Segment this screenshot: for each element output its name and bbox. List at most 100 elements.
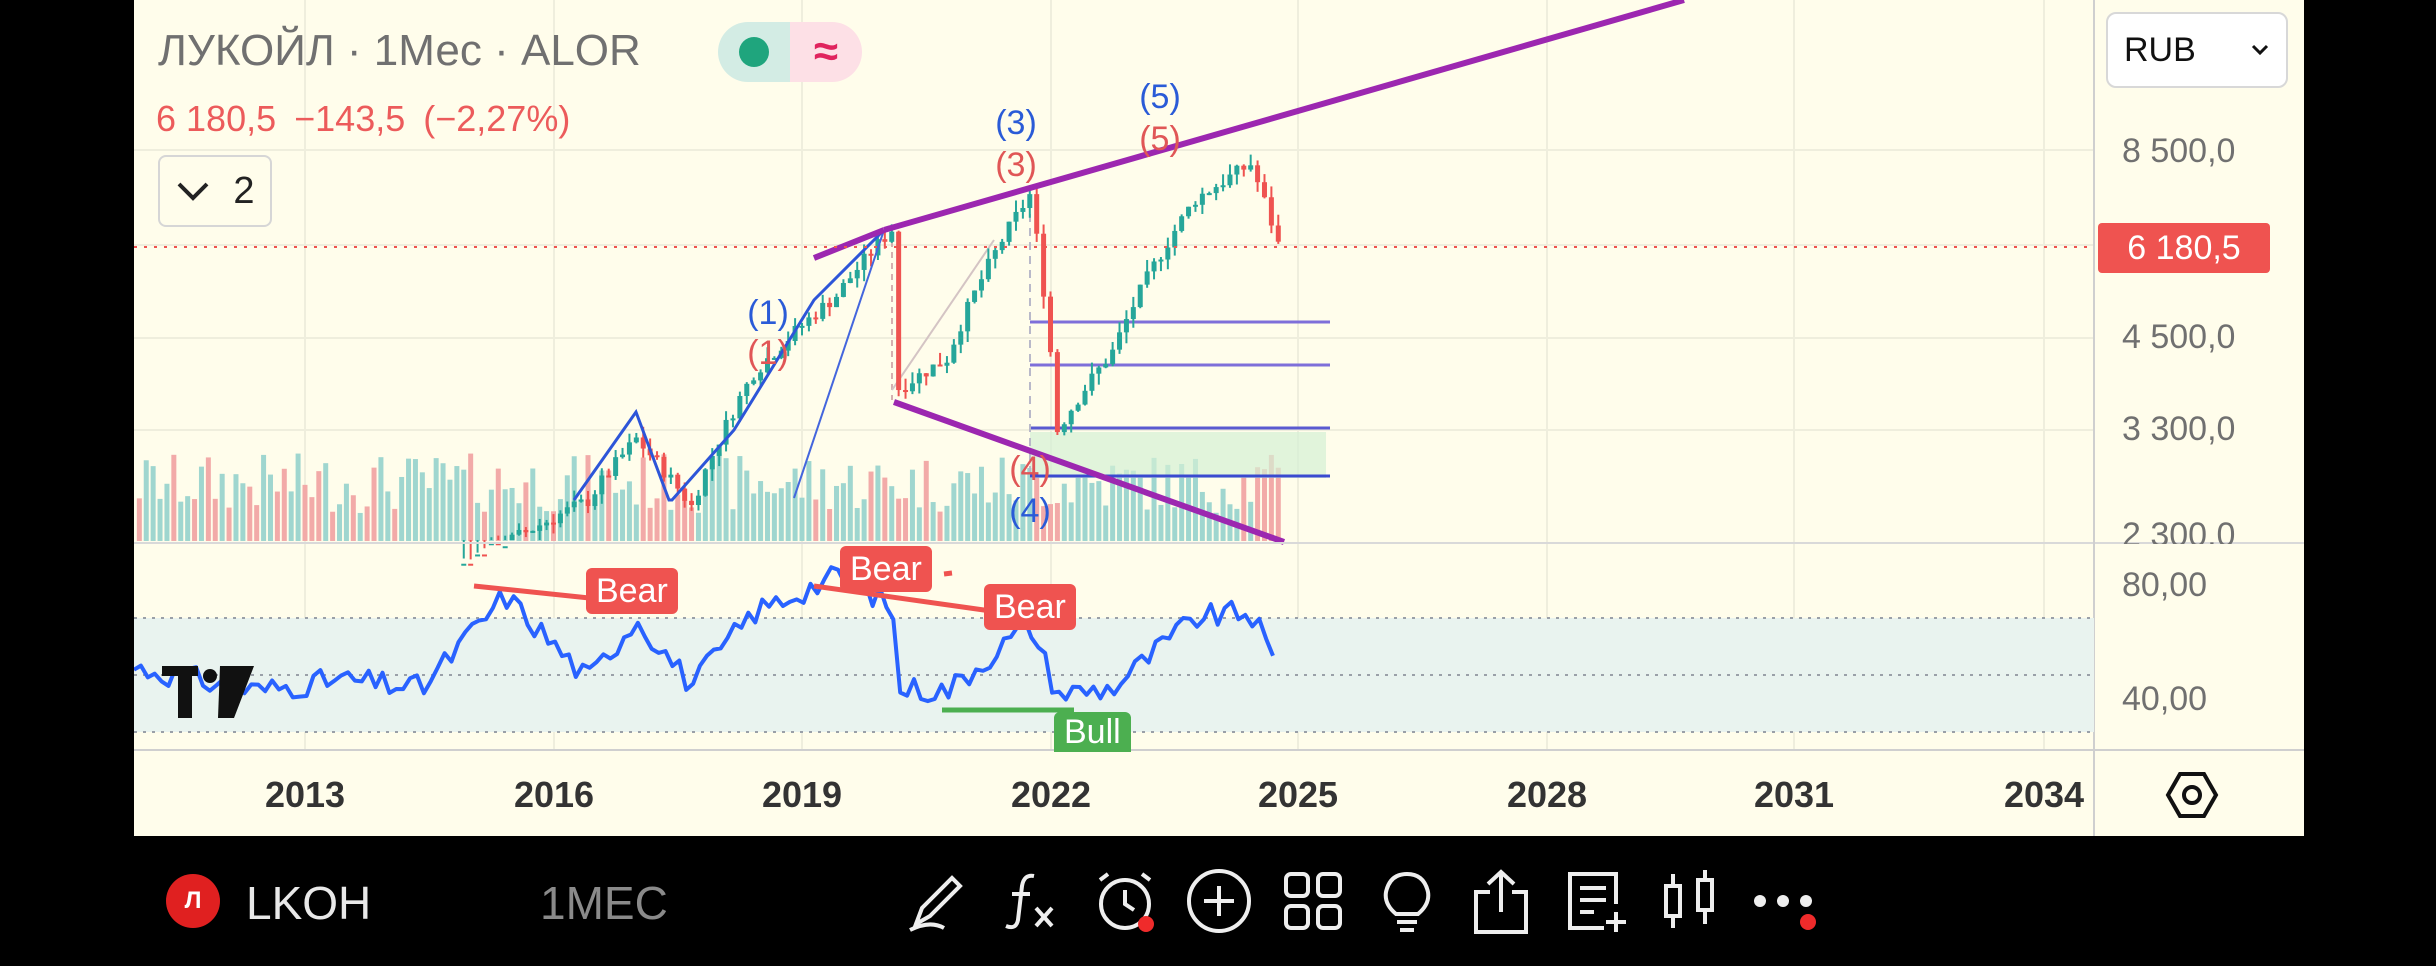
candle-body [827, 302, 833, 308]
candle-body [1206, 193, 1212, 196]
volume-bar [1117, 473, 1123, 541]
candle-body [668, 474, 674, 478]
candle-body [1255, 165, 1261, 183]
candle-body [468, 563, 474, 566]
candle-body [1041, 233, 1047, 297]
candle-body [1048, 296, 1053, 353]
candle-body [1186, 206, 1192, 217]
candle-body [999, 241, 1005, 251]
volume-bar [896, 498, 902, 541]
candle-body [578, 499, 584, 502]
volume-bar [1103, 505, 1109, 541]
symbol-button[interactable]: LKOH [246, 877, 372, 929]
volume-bar [426, 488, 432, 541]
currency-select[interactable]: RUB [2106, 12, 2288, 88]
volume-bar [813, 499, 819, 541]
volume-bar [1144, 509, 1150, 541]
watchlist-add-icon[interactable] [1558, 864, 1632, 938]
candle-body [599, 475, 605, 495]
volume-bar [267, 474, 273, 541]
candle-body [1013, 211, 1019, 222]
volume-bar [799, 497, 805, 541]
candle-body [737, 395, 743, 419]
candle-body [854, 269, 860, 279]
volume-bar [385, 491, 391, 541]
add-icon[interactable] [1182, 864, 1256, 938]
volume-bar [454, 466, 460, 541]
interval-button[interactable]: 1МЕС [540, 877, 668, 929]
price-change-pct: (−2,27%) [423, 98, 571, 139]
candle-body [847, 278, 853, 284]
volume-bar [281, 468, 287, 541]
volume-bar [1054, 503, 1060, 541]
candle-body [1020, 208, 1026, 212]
chart-settings-icon[interactable] [2164, 770, 2220, 820]
volume-bar [399, 476, 405, 541]
candle-body [820, 302, 826, 319]
chart-type-icon[interactable] [1652, 864, 1726, 938]
volume-bar [219, 473, 225, 541]
volume-bar [916, 507, 922, 541]
volume-bar [958, 471, 964, 541]
market-status-pill[interactable]: ≈ [718, 22, 862, 82]
price-chart[interactable] [134, 0, 2304, 836]
candle-body [557, 513, 563, 524]
volume-bar [1096, 481, 1102, 541]
candle-body [620, 454, 626, 458]
volume-bar [178, 501, 184, 541]
collapse-count: 2 [233, 169, 255, 212]
candle-body [951, 344, 957, 363]
wedge-channel [812, 0, 1685, 545]
volume-bar [1151, 457, 1157, 541]
volume-bar [1248, 501, 1254, 541]
volume-bar [247, 486, 253, 541]
volume-bar [1110, 465, 1116, 541]
volume-bar [516, 503, 522, 541]
candle-body [475, 554, 481, 557]
candle-body [806, 317, 812, 326]
chart-grid [134, 0, 2094, 750]
volume-bar [1020, 464, 1026, 541]
candle-body [799, 325, 805, 328]
volume-bar [357, 512, 363, 541]
candle-body [1103, 364, 1109, 368]
candle-body [592, 494, 598, 507]
candle-body [1241, 165, 1247, 170]
volume-bar [309, 497, 315, 541]
volume-bar [709, 460, 715, 541]
candle-body [882, 239, 888, 242]
candle-body [1144, 271, 1150, 285]
price-change: −143,5 [294, 98, 406, 139]
alert-icon[interactable] [1088, 864, 1162, 938]
volume-bar [834, 485, 840, 541]
candle-body [771, 357, 777, 360]
share-icon[interactable] [1464, 864, 1538, 938]
candle-body [978, 279, 984, 291]
collapse-indicators-button[interactable]: 2 [158, 155, 272, 227]
volume-bar [337, 504, 343, 541]
layouts-icon[interactable] [1276, 864, 1350, 938]
candle-body [544, 522, 550, 526]
price-summary: 6 180,5 −143,5 (−2,27%) [156, 98, 588, 140]
wave-label-5: (5) [1139, 120, 1181, 158]
candle-body [958, 331, 964, 345]
ideas-icon[interactable] [1370, 864, 1444, 938]
volume-bar [1206, 502, 1212, 541]
candle-body [937, 364, 943, 367]
indicators-icon[interactable] [994, 864, 1068, 938]
draw-icon[interactable] [900, 864, 974, 938]
volume-bar [716, 453, 722, 541]
volume-bar [502, 489, 508, 541]
candle-body [758, 372, 764, 381]
volume-bar [923, 460, 929, 541]
current-price-tag: 6 180,5 [2098, 223, 2270, 273]
volume-bar [744, 470, 750, 541]
candle-body [633, 437, 639, 443]
more-icon[interactable] [1746, 864, 1820, 938]
volume-bar [530, 468, 536, 541]
volume-bar [440, 463, 446, 541]
chart-title: ЛУКОЙЛ · 1Мес · ALOR [158, 26, 641, 75]
volume-bar [999, 457, 1005, 541]
candle-body [861, 253, 867, 270]
volume-bar [509, 487, 515, 541]
